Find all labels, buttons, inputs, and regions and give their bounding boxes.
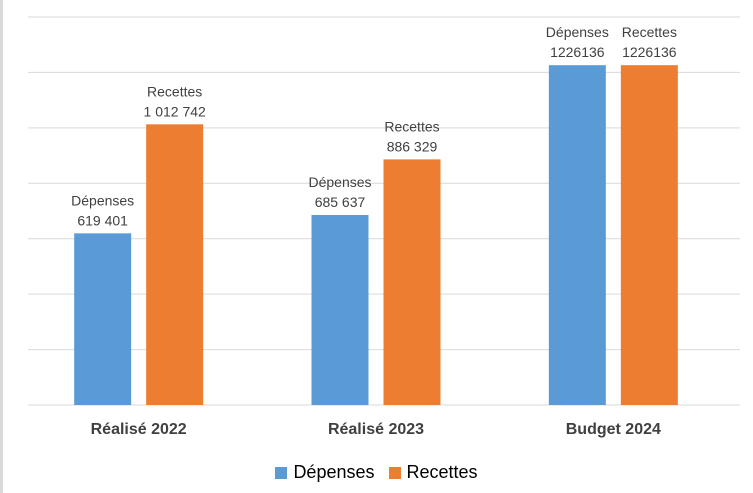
data-label: Dépenses: [71, 192, 134, 208]
legend-swatch-depenses: [275, 466, 288, 479]
legend-label-depenses: Dépenses: [293, 462, 375, 482]
legend: Dépenses Recettes: [0, 462, 753, 483]
legend-swatch-recettes: [388, 466, 401, 479]
bar-recettes-0: [146, 124, 204, 405]
category-label: Budget 2024: [566, 421, 661, 438]
bar-dpenses-0: [74, 233, 132, 405]
data-label: Recettes: [147, 83, 202, 99]
data-label: 886 329: [387, 138, 438, 154]
data-label: Dépenses: [546, 24, 609, 40]
data-label: Recettes: [622, 24, 677, 40]
category-label: Réalisé 2022: [91, 421, 187, 438]
legend-item-recettes: Recettes: [388, 462, 478, 483]
data-label: 685 637: [315, 194, 366, 210]
category-label: Réalisé 2023: [328, 421, 424, 438]
legend-item-depenses: Dépenses: [275, 462, 375, 483]
bar-dpenses-2: [548, 65, 606, 405]
bar-recettes-2: [620, 65, 678, 405]
data-label: 1 012 742: [144, 103, 206, 119]
legend-label-recettes: Recettes: [406, 462, 478, 482]
data-label: Recettes: [384, 118, 439, 134]
bar-recettes-1: [383, 159, 441, 405]
data-label: 1226136: [622, 44, 677, 60]
data-label: 1226136: [550, 44, 605, 60]
frame-border: [0, 0, 3, 493]
data-label: 619 401: [77, 212, 128, 228]
bar-dpenses-1: [311, 214, 369, 405]
data-label: Dépenses: [308, 174, 371, 190]
